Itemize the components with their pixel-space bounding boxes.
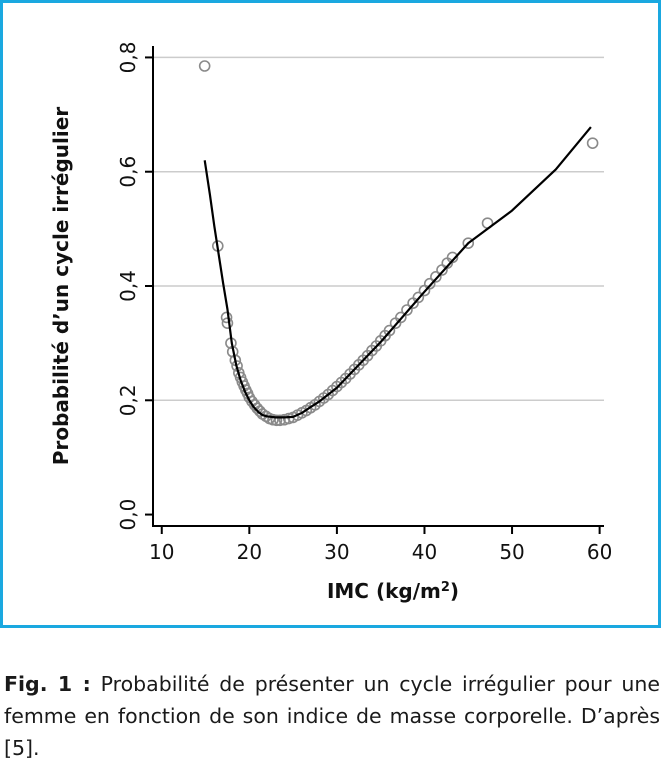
x-tick-label: 10: [149, 540, 174, 564]
x-axis-title: IMC (kg/m2): [327, 579, 459, 603]
y-tick-label: 0,8: [116, 42, 140, 74]
y-axis-title: Probabilité d’un cycle irrégulier: [49, 107, 73, 466]
fit-curve-line: [203, 126, 592, 419]
data-point: [274, 414, 286, 427]
caption-lead: Fig. 1 :: [4, 672, 91, 696]
x-tick-label: 20: [237, 540, 262, 564]
x-tick-label: 30: [324, 540, 349, 564]
data-points: [198, 60, 599, 427]
data-point: [446, 251, 459, 264]
y-tick-label: 0,0: [116, 499, 140, 531]
x-tick-label: 60: [587, 540, 612, 564]
figure-caption: Fig. 1 : Probabilité de présenter un cyc…: [4, 668, 660, 764]
x-tick-label: 40: [412, 540, 437, 564]
y-tick-label: 0,4: [116, 270, 140, 302]
x-tick-label: 50: [499, 540, 524, 564]
tick-labels: 0,0 0,2 0,4 0,6 0,8 10 20 30 40 50 60: [116, 42, 612, 564]
y-tick-label: 0,6: [116, 156, 140, 188]
y-tick-label: 0,2: [116, 384, 140, 416]
scatter-chart: 0,00,20,40,60,810 20 30 40 50 60 IMC (kg/m2) …: [49, 42, 612, 603]
data-point: [412, 291, 425, 304]
data-point: [462, 237, 475, 249]
data-point: [270, 414, 283, 427]
grid-lines: [153, 56, 604, 402]
data-point: [221, 317, 234, 329]
data-point: [383, 324, 396, 337]
data-point: [220, 311, 233, 324]
figure-frame: 0,0 0,2 0,4 0,6 0,8 10 20 30 40 50 60 IMC (kg/m2) …: [0, 0, 661, 628]
data-point: [430, 271, 442, 283]
caption-text: Probabilité de présenter un cycle irrégu…: [4, 672, 660, 760]
data-point: [198, 60, 211, 72]
data-point: [395, 311, 407, 324]
axes: [145, 46, 604, 534]
fit-curve: [203, 126, 592, 419]
data-point: [586, 137, 599, 149]
data-point: [401, 304, 413, 316]
data-point: [423, 277, 436, 290]
